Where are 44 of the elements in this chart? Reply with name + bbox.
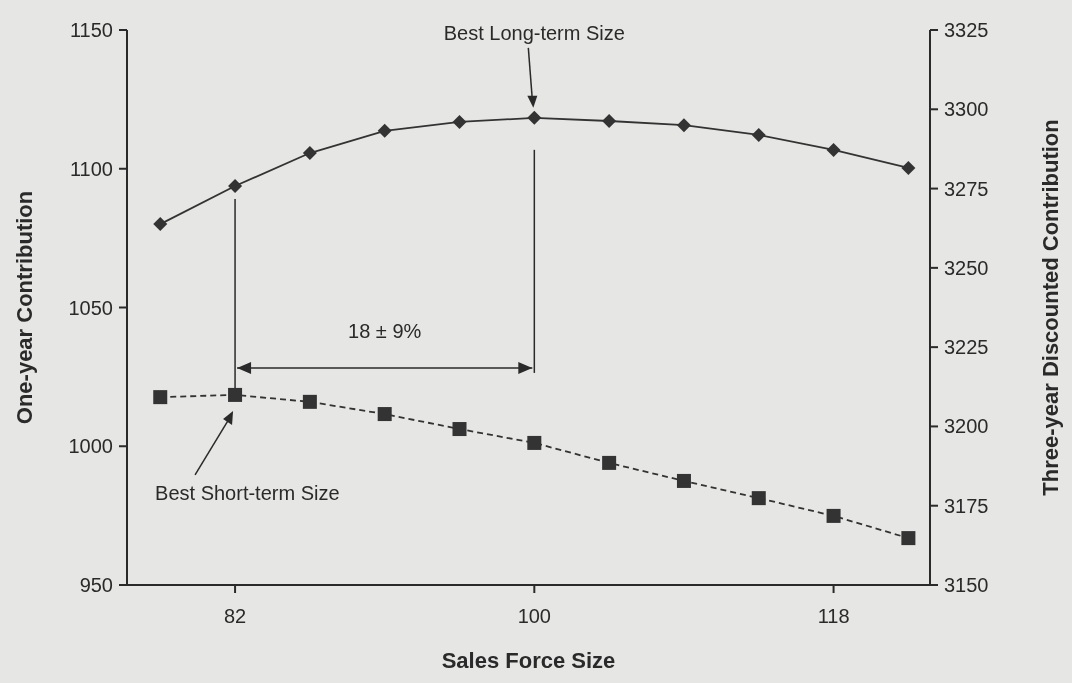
y2-tick-label: 3325 (944, 19, 989, 41)
point (153, 390, 168, 405)
point (901, 531, 916, 546)
y-tick-label: 1050 (68, 296, 113, 319)
point (527, 435, 542, 450)
y-tick-label: 950 (79, 574, 113, 596)
y2-tick-label: 3225 (944, 336, 989, 359)
point (676, 473, 691, 488)
point (302, 394, 317, 409)
point (676, 118, 691, 133)
y2-tick-label: 3250 (944, 256, 989, 279)
y-tick-label: 1100 (69, 157, 113, 180)
annotation: Best Long-term Size (443, 21, 625, 44)
x-axis-title: Sales Force Size (441, 648, 616, 673)
y2-tick-label: 3200 (944, 415, 989, 438)
y2-tick-label: 3175 (944, 494, 989, 517)
point (826, 508, 841, 523)
y-tick-label: 1000 (68, 435, 113, 458)
y2-axis-title: Three-year Discounted Contribution (1038, 119, 1063, 496)
point (377, 123, 392, 138)
point (751, 491, 766, 506)
point (228, 387, 243, 402)
x-tick-label: 118 (817, 605, 850, 627)
point (901, 160, 916, 175)
y-tick-label: 1150 (69, 19, 113, 41)
point (452, 422, 467, 437)
y-axis-title: One-year Contribution (12, 190, 37, 425)
annotation: 18 ± 9% (348, 319, 422, 342)
point (602, 455, 617, 470)
point (228, 179, 243, 194)
point (302, 146, 317, 161)
point (602, 114, 617, 129)
x-tick-label: 82 (223, 605, 247, 627)
point (751, 127, 766, 142)
y2-tick-label: 3275 (944, 177, 989, 200)
x-tick-label: 100 (517, 605, 552, 627)
point (452, 114, 467, 129)
y2-tick-label: 3150 (944, 574, 989, 596)
point (153, 217, 168, 232)
point (527, 110, 542, 125)
point (826, 142, 841, 157)
y2-tick-label: 3300 (944, 98, 989, 121)
point (377, 407, 392, 422)
annotation: Best Short-term Size (155, 481, 340, 504)
